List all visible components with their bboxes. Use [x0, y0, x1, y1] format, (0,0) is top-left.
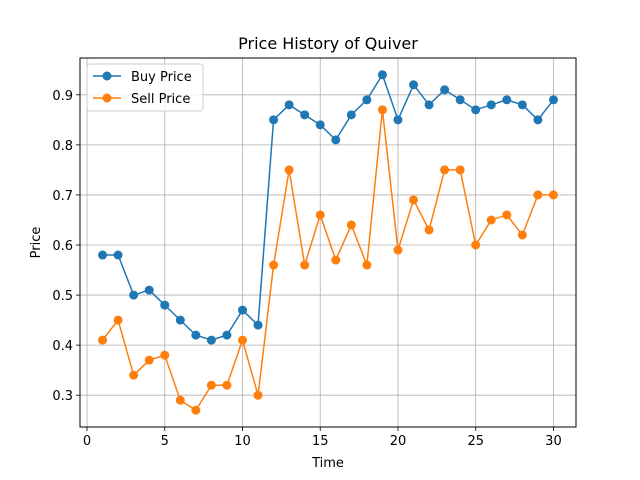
- data-point: [191, 405, 201, 415]
- data-point: [471, 240, 481, 250]
- data-point: [98, 250, 108, 260]
- data-point: [377, 105, 387, 115]
- x-tick-label: 30: [545, 434, 562, 449]
- data-point: [300, 110, 310, 120]
- data-point: [502, 210, 512, 220]
- y-tick-label: 0.8: [52, 139, 73, 154]
- legend-label: Sell Price: [131, 92, 190, 107]
- grid: [80, 58, 576, 427]
- chart-title: Price History of Quiver: [238, 34, 418, 53]
- data-point: [206, 335, 216, 345]
- data-point: [346, 220, 356, 230]
- legend: Buy Price Sell Price: [86, 63, 204, 112]
- data-point: [206, 380, 216, 390]
- data-point: [315, 210, 325, 220]
- y-tick-label: 0.9: [52, 89, 73, 104]
- data-point: [362, 260, 372, 270]
- data-point: [144, 355, 154, 365]
- data-point: [237, 305, 247, 315]
- data-point: [331, 135, 341, 145]
- series-line: [101, 109, 554, 412]
- data-point: [533, 115, 543, 125]
- x-axis-label: Time: [311, 456, 344, 471]
- legend-item: Sell Price: [93, 92, 190, 107]
- data-point: [284, 165, 294, 175]
- x-tick-label: 25: [467, 434, 484, 449]
- data-point: [377, 70, 387, 80]
- data-point: [269, 260, 279, 270]
- data-point: [237, 335, 247, 345]
- data-point: [144, 285, 154, 295]
- data-point: [455, 165, 465, 175]
- data-point: [253, 320, 263, 330]
- data-point: [269, 115, 279, 125]
- data-point: [517, 100, 527, 110]
- x-ticks: 0 5 10 15 20 25 30: [83, 427, 562, 449]
- y-tick-label: 0.7: [52, 189, 73, 204]
- data-point: [191, 330, 201, 340]
- data-point: [98, 335, 108, 345]
- legend-marker: [102, 93, 112, 103]
- data-point: [486, 100, 496, 110]
- x-tick-label: 10: [234, 434, 251, 449]
- data-point: [517, 230, 527, 240]
- data-point: [300, 260, 310, 270]
- data-point: [548, 190, 558, 200]
- data-point: [455, 95, 465, 105]
- series-layer: [98, 70, 558, 415]
- data-point: [346, 110, 356, 120]
- data-point: [315, 120, 325, 130]
- y-ticks: 0.3 0.4 0.5 0.6 0.7 0.8 0.9: [52, 89, 80, 404]
- x-tick-label: 20: [390, 434, 407, 449]
- data-point: [486, 215, 496, 225]
- data-point: [129, 370, 139, 380]
- data-point: [424, 100, 434, 110]
- data-point: [284, 100, 294, 110]
- plot-frame: [79, 57, 577, 428]
- y-tick-label: 0.5: [52, 289, 73, 304]
- data-point: [393, 115, 403, 125]
- data-point: [129, 290, 139, 300]
- x-tick-label: 15: [312, 434, 329, 449]
- data-point: [160, 350, 170, 360]
- data-point: [533, 190, 543, 200]
- y-tick-label: 0.4: [52, 339, 73, 354]
- y-tick-label: 0.3: [52, 389, 73, 404]
- data-point: [393, 245, 403, 255]
- data-point: [175, 315, 185, 325]
- data-point: [160, 300, 170, 310]
- data-point: [548, 95, 558, 105]
- legend-label: Buy Price: [131, 70, 192, 85]
- data-point: [175, 395, 185, 405]
- series-1: [98, 105, 558, 415]
- data-point: [409, 195, 419, 205]
- data-point: [502, 95, 512, 105]
- legend-marker: [102, 71, 112, 81]
- data-point: [222, 330, 232, 340]
- data-point: [471, 105, 481, 115]
- data-point: [113, 315, 123, 325]
- data-point: [222, 380, 232, 390]
- data-point: [440, 165, 450, 175]
- data-point: [424, 225, 434, 235]
- data-point: [409, 80, 419, 90]
- data-point: [331, 255, 341, 265]
- data-point: [440, 85, 450, 95]
- legend-item: Buy Price: [93, 70, 192, 85]
- y-axis-label: Price: [29, 227, 44, 259]
- data-point: [253, 390, 263, 400]
- series-0: [98, 70, 558, 345]
- x-tick-label: 0: [83, 434, 91, 449]
- x-tick-label: 5: [161, 434, 169, 449]
- data-point: [362, 95, 372, 105]
- data-point: [113, 250, 123, 260]
- y-tick-label: 0.6: [52, 239, 73, 254]
